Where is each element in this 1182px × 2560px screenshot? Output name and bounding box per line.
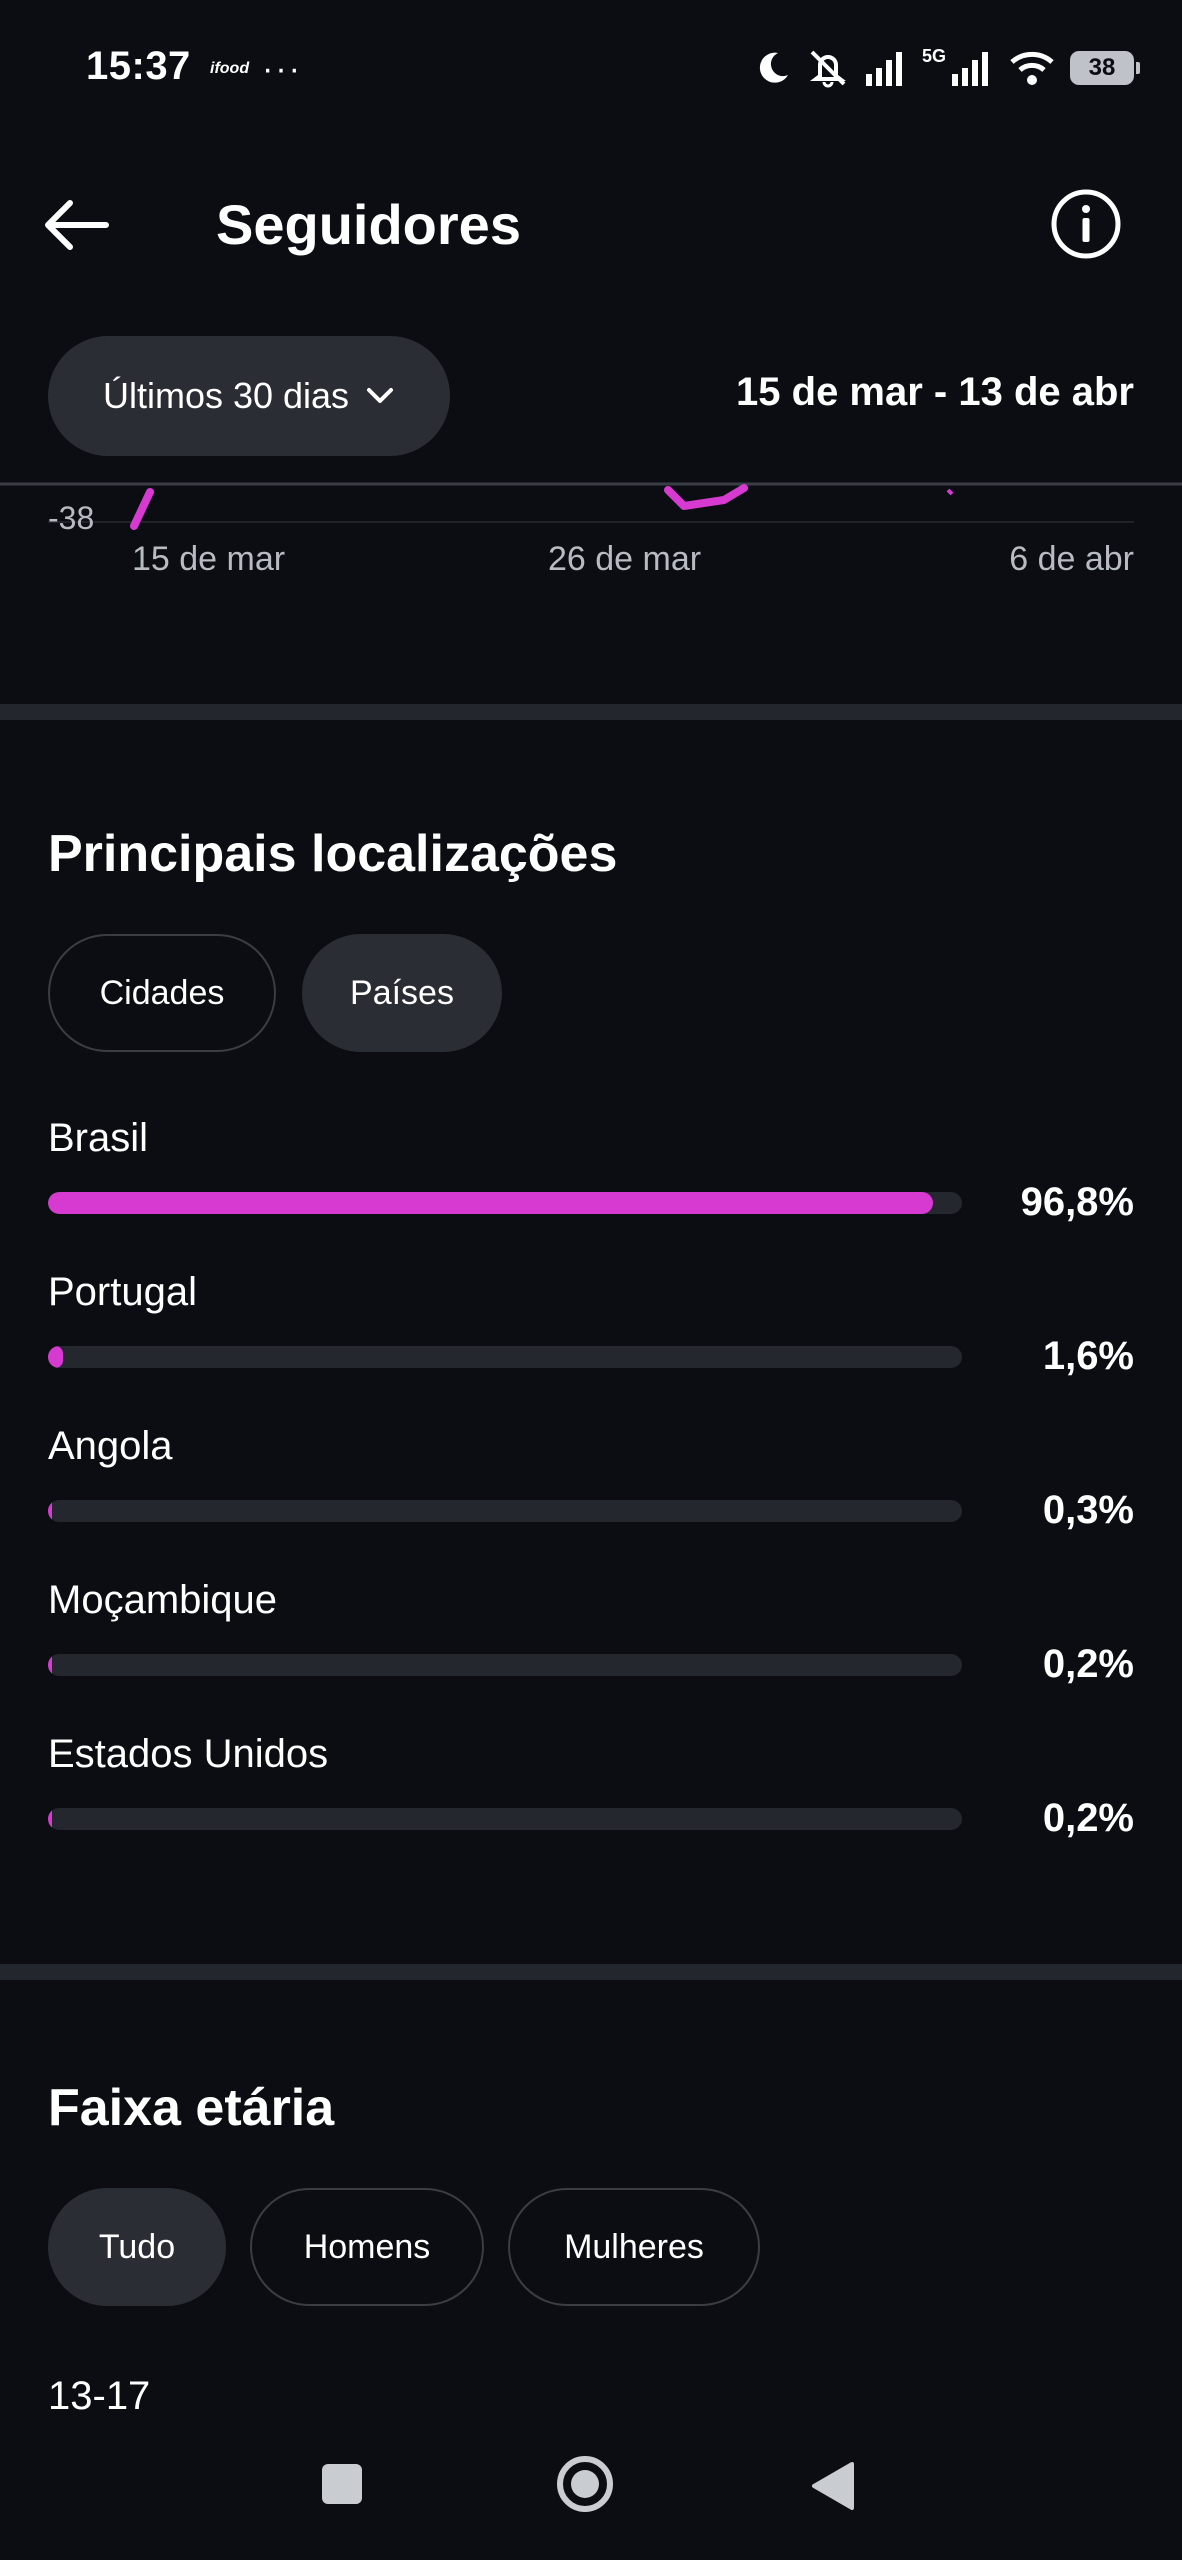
location-percent: 1,6% [1042, 1334, 1134, 1378]
location-name: Estados Unidos [48, 1732, 329, 1776]
moon-icon [759, 52, 788, 83]
location-bar [48, 1346, 962, 1368]
ifood-notification-icon: ifood [210, 60, 250, 77]
location-percent: 0,2% [1042, 1642, 1134, 1686]
status-time: 15:37 [86, 44, 191, 88]
age-range-label: 13-17 [48, 2374, 151, 2418]
location-bar [48, 1192, 962, 1214]
period-dropdown[interactable]: Últimos 30 dias [48, 336, 450, 456]
location-bar-fill [48, 1346, 63, 1368]
section-divider [0, 704, 1182, 720]
tab-label: Mulheres [564, 2227, 704, 2266]
date-range: 15 de mar - 13 de abr [736, 370, 1134, 414]
location-name: Portugal [48, 1270, 197, 1314]
tab-cities[interactable]: Cidades [48, 934, 276, 1052]
signal-icon-2 [952, 52, 988, 86]
battery-icon: 38 [1070, 51, 1140, 85]
chart-series-tail [946, 488, 954, 496]
signal-icon [865, 52, 902, 86]
location-name: Brasil [48, 1116, 149, 1160]
home-button[interactable] [555, 2454, 615, 2514]
location-bar-fill [48, 1500, 53, 1522]
tab-label: Cidades [99, 973, 225, 1012]
tab-label: Tudo [98, 2227, 176, 2266]
location-bar [48, 1500, 962, 1522]
tab-countries[interactable]: Países [302, 934, 502, 1052]
network-type: 5G [921, 45, 946, 66]
followers-chart [0, 482, 1182, 530]
page-title: Seguidores [216, 193, 521, 256]
recents-button[interactable] [322, 2464, 362, 2504]
chart-y-tick: -38 [48, 500, 95, 536]
back-button[interactable] [40, 190, 130, 260]
info-button[interactable] [1048, 186, 1124, 262]
tab-label: Países [350, 973, 454, 1012]
location-bar-fill [48, 1192, 933, 1214]
section-divider [0, 1964, 1182, 1980]
location-name: Moçambique [48, 1578, 278, 1622]
location-percent: 96,8% [1020, 1180, 1134, 1224]
more-notifications-icon: ··· [262, 50, 302, 88]
location-name: Angola [48, 1424, 173, 1468]
location-bar [48, 1654, 962, 1676]
info-icon [1051, 189, 1121, 259]
tab-women[interactable]: Mulheres [508, 2188, 760, 2306]
chevron-down-icon [367, 388, 394, 403]
age-title: Faixa etária [48, 2079, 335, 2137]
location-bar [48, 1808, 962, 1830]
location-bar-fill [48, 1654, 53, 1676]
chart-x-tick: 6 de abr [1009, 540, 1134, 578]
tab-all[interactable]: Tudo [48, 2188, 226, 2306]
tab-men[interactable]: Homens [250, 2188, 484, 2306]
location-percent: 0,2% [1042, 1796, 1134, 1840]
muted-bell-icon [809, 50, 846, 88]
arrow-left-icon [45, 200, 109, 250]
chart-x-tick: 26 de mar [548, 540, 702, 578]
period-label: Últimos 30 dias [102, 375, 350, 416]
status-icons: 5G 38 [754, 45, 1140, 90]
location-percent: 0,3% [1042, 1488, 1134, 1532]
chart-series-line [130, 484, 748, 530]
chart-x-tick: 15 de mar [132, 540, 286, 578]
wifi-icon [1010, 51, 1054, 85]
nav-back-button[interactable] [808, 2460, 856, 2512]
location-bar-fill [48, 1808, 53, 1830]
tab-label: Homens [303, 2227, 431, 2266]
locations-title: Principais localizações [48, 825, 618, 883]
